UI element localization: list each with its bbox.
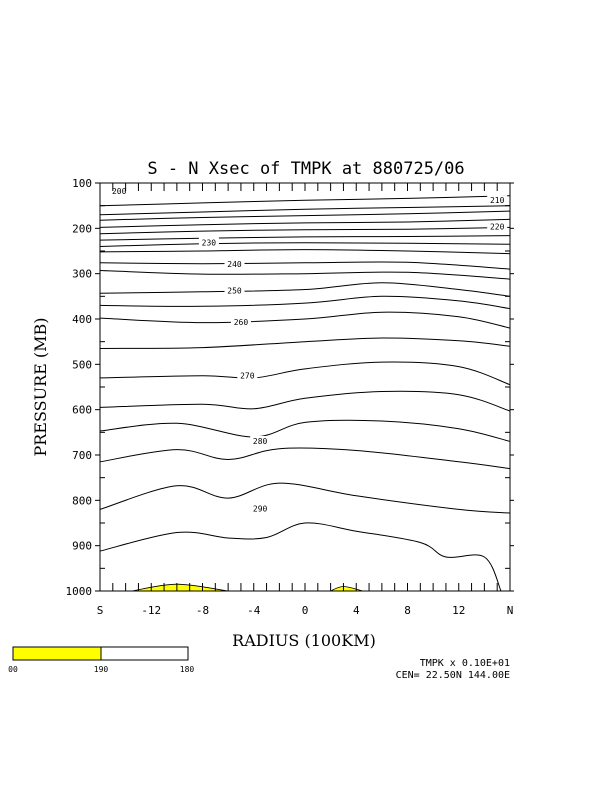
contour-label-bg [250, 503, 271, 513]
contour-line-230 [99, 242, 511, 247]
shaded-area-1 [330, 586, 363, 592]
contour-label-bg [487, 195, 508, 205]
contour-line-270 [99, 361, 511, 386]
contour-line-280 [99, 419, 511, 442]
y-tick-label: 200 [72, 222, 92, 235]
x-end-label-south: S [97, 604, 104, 617]
shaded-areas [131, 583, 363, 592]
contour-line-260 [99, 311, 511, 329]
contour-line-220 [99, 226, 511, 235]
colorbar-segment-1 [100, 646, 189, 661]
colorbar-tick-label: 00 [8, 665, 18, 674]
contour-label-210: 210 [490, 196, 505, 205]
x-tick-label: 8 [404, 604, 411, 617]
x-tick-label: -12 [141, 604, 161, 617]
colorbar-tick-label: 190 [94, 665, 109, 674]
contour-label-bg [230, 317, 251, 327]
colorbar: 00 190 180 [8, 646, 195, 674]
contour-line-240 [99, 261, 511, 270]
contour-label-280: 280 [253, 437, 268, 446]
contour-label-230: 230 [202, 238, 217, 247]
y-tick-label: 900 [72, 540, 92, 553]
contour-label-260: 260 [234, 318, 249, 327]
contour-line-290 [99, 482, 511, 514]
plot-frame [99, 182, 511, 592]
contour-line-215 [99, 218, 511, 228]
contour-label-220: 220 [490, 223, 505, 232]
y-tick-label: 300 [72, 268, 92, 281]
contour-labels: 200 210 220 230 240 250 260 270 280 290 [109, 186, 508, 513]
contour-label-bg [237, 370, 258, 380]
y-tick-label: 100 [72, 177, 92, 190]
contour-label-240: 240 [227, 260, 242, 269]
contour-label-200: 200 [112, 187, 127, 196]
x-tick-label: -8 [196, 604, 209, 617]
x-tick-label: 0 [302, 604, 309, 617]
contour-label-bg [224, 259, 245, 269]
contour-line-205 [99, 205, 511, 216]
contour-line-265 [99, 337, 511, 349]
contour-label-250: 250 [227, 286, 242, 295]
info-line-scale: TMPK x 0.10E+01 [420, 658, 510, 669]
contour-label-bg [109, 186, 130, 196]
contour-line-275 [99, 390, 511, 412]
y-tick-label: 500 [72, 358, 92, 371]
contour-line-245 [99, 270, 511, 280]
contour-line-255 [99, 295, 511, 310]
x-axis: -12 -8 -4 0 4 8 12 S N [97, 183, 514, 617]
y-tick-label: 600 [72, 404, 92, 417]
contour-lines [99, 195, 511, 592]
contour-label-bg [224, 285, 245, 295]
chart-title: S - N Xsec of TMPK at 880725/06 [147, 159, 464, 179]
contour-label-270: 270 [240, 372, 255, 381]
x-tick-label: -4 [247, 604, 261, 617]
x-tick-label: 4 [353, 604, 360, 617]
x-end-label-north: N [507, 604, 514, 617]
contour-label-290: 290 [253, 504, 268, 513]
contour-label-bg [198, 237, 219, 247]
contour-line-225 [99, 235, 511, 241]
y-axis: 100 200 300 400 500 600 700 800 900 1000 [66, 177, 514, 598]
x-axis-label: RADIUS (100KM) [232, 631, 376, 650]
contour-line-210 [99, 210, 511, 221]
y-tick-label: 700 [72, 449, 92, 462]
contour-line-295 [99, 522, 502, 592]
y-axis-label: PRESSURE (MB) [31, 317, 50, 456]
info-line-center: CEN= 22.50N 144.00E [396, 670, 510, 681]
y-tick-label: 800 [72, 494, 92, 507]
contour-line-285 [99, 447, 511, 470]
contour-label-bg [487, 221, 508, 231]
x-tick-label: 12 [452, 604, 465, 617]
contour-line-250 [99, 282, 511, 297]
y-tick-label: 400 [72, 313, 92, 326]
contour-line-200 [99, 195, 511, 207]
shaded-area-0 [131, 583, 229, 592]
colorbar-segment-0 [12, 646, 102, 661]
colorbar-tick-label: 180 [180, 665, 195, 674]
contour-line-235 [99, 249, 511, 255]
contour-label-bg [250, 435, 271, 445]
y-tick-label: 1000 [66, 585, 93, 598]
